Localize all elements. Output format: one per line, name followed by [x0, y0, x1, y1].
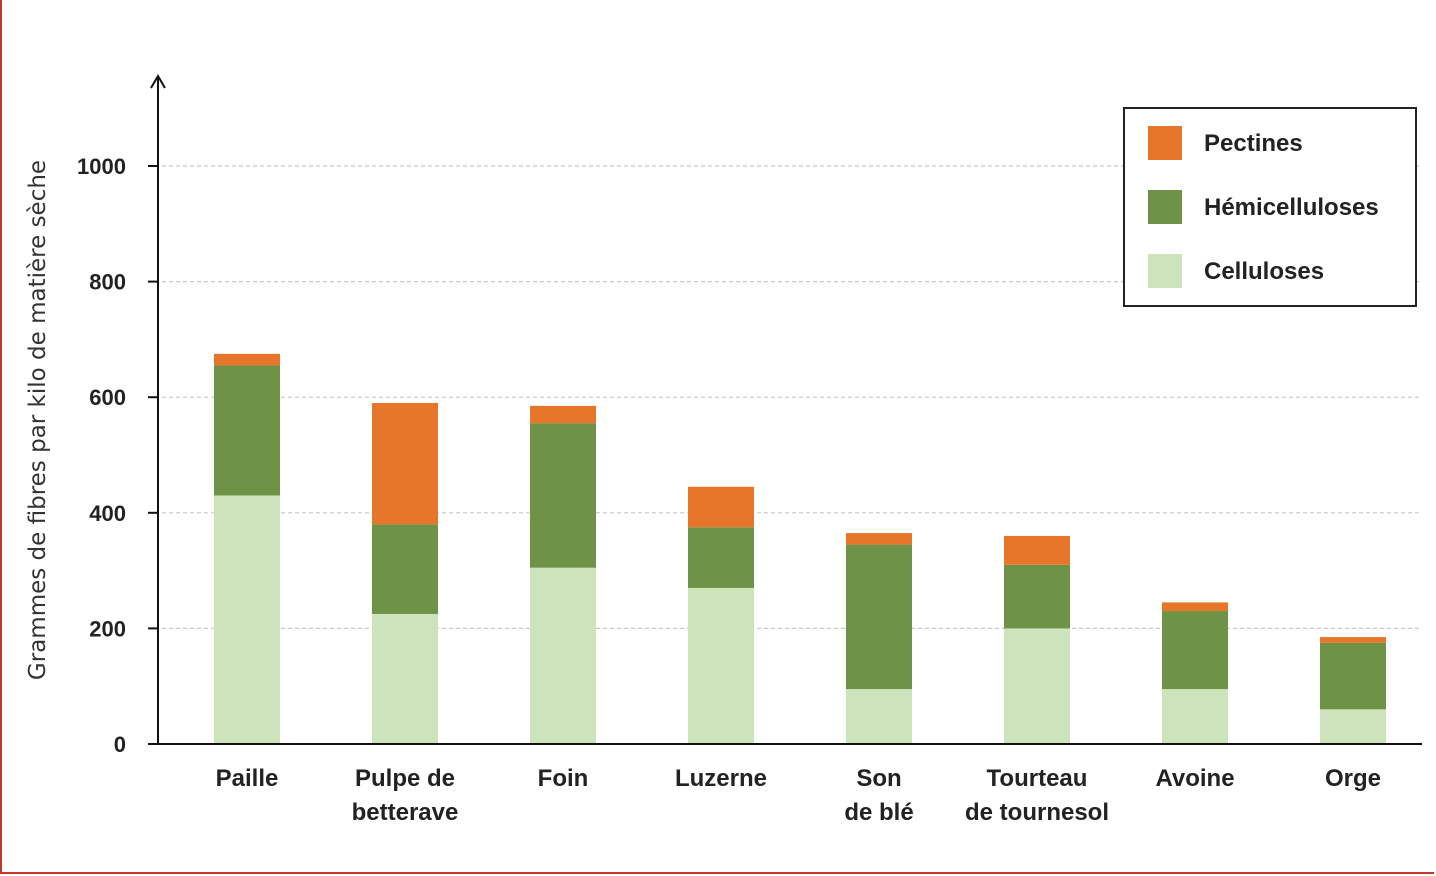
bar-segment-hemicelluloses — [1004, 564, 1070, 629]
bar-segment-pectines — [372, 402, 438, 525]
legend: Pectines Hémicelluloses Celluloses — [1123, 107, 1417, 307]
bar-segment-pectines — [846, 533, 912, 545]
y-tick-label: 200 — [89, 616, 126, 641]
category-label: Pulpe de betterave — [352, 765, 459, 826]
legend-swatch — [1148, 190, 1182, 224]
y-tick-label: 800 — [89, 270, 126, 295]
y-tick-label: 600 — [89, 385, 126, 410]
bar-segment-celluloses — [688, 587, 754, 744]
category-labels: Paille Pulpe de betterave Foin Luzerne Son de … — [216, 765, 1381, 826]
bars — [214, 353, 1386, 744]
gridlines — [148, 165, 1422, 745]
y-tick-labels: 0 200 400 600 800 1000 — [77, 154, 126, 757]
y-axis-arrow — [150, 74, 166, 89]
category-label: Tourteau de tournesol — [965, 765, 1109, 826]
category-label: Avoine — [1155, 765, 1234, 792]
bar-segment-celluloses — [1320, 709, 1386, 744]
bar-segment-pectines — [1004, 535, 1070, 565]
legend-swatch — [1148, 126, 1182, 160]
legend-swatch — [1148, 254, 1182, 288]
bar-segment-pectines — [530, 405, 596, 424]
category-label: Orge — [1325, 765, 1381, 792]
bar-segment-celluloses — [530, 567, 596, 744]
category-label: Paille — [216, 765, 279, 792]
bar-segment-celluloses — [846, 689, 912, 744]
bar-segment-celluloses — [1004, 628, 1070, 744]
bar-segment-hemicelluloses — [1320, 642, 1386, 710]
bar-segment-celluloses — [372, 613, 438, 744]
bar-segment-hemicelluloses — [688, 527, 754, 588]
bar-segment-hemicelluloses — [214, 365, 280, 496]
legend-label: Pectines — [1204, 130, 1303, 157]
bar-segment-pectines — [214, 353, 280, 366]
axes — [148, 74, 1422, 745]
y-tick-label: 400 — [89, 501, 126, 526]
bar-segment-pectines — [688, 486, 754, 528]
y-tick-label: 0 — [114, 732, 126, 757]
bar-segment-pectines — [1162, 602, 1228, 612]
legend-label: Hémicelluloses — [1204, 194, 1379, 221]
bar-segment-hemicelluloses — [1162, 611, 1228, 690]
category-label: Luzerne — [675, 765, 767, 792]
bar-segment-celluloses — [214, 495, 280, 744]
category-label: Son de blé — [844, 765, 913, 826]
y-axis-label: Grammes de fibres par kilo de matière sè… — [25, 160, 51, 680]
legend-label: Celluloses — [1204, 258, 1324, 285]
bar-segment-hemicelluloses — [846, 544, 912, 690]
bar-segment-pectines — [1320, 637, 1386, 643]
bar-segment-hemicelluloses — [530, 423, 596, 568]
category-label: Foin — [538, 765, 589, 792]
y-tick-label: 1000 — [77, 154, 126, 179]
bar-segment-celluloses — [1162, 689, 1228, 744]
bar-segment-hemicelluloses — [372, 524, 438, 614]
